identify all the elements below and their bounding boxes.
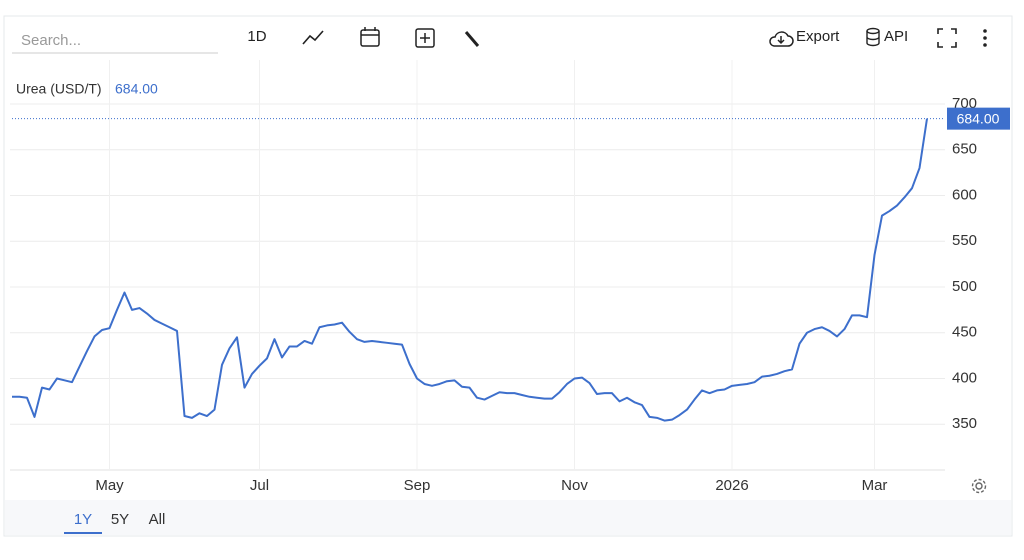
x-tick-label: May <box>95 477 124 494</box>
y-tick-label: 500 <box>952 278 977 295</box>
y-tick-label: 450 <box>952 324 977 341</box>
x-tick-label: Jul <box>250 477 269 494</box>
y-tick-label: 400 <box>952 369 977 386</box>
legend-name: Urea (USD/T) <box>16 81 102 97</box>
range-bar <box>5 500 1011 535</box>
chart-type-icon[interactable] <box>302 30 324 45</box>
current-price-label: 684.00 <box>957 110 1000 126</box>
range-button[interactable]: 1Y <box>74 511 92 528</box>
y-tick-label: 600 <box>952 186 977 203</box>
x-tick-label: Nov <box>561 477 588 494</box>
range-button[interactable]: All <box>149 511 166 528</box>
menu-icon[interactable] <box>983 29 987 47</box>
range-button[interactable]: 5Y <box>111 511 129 528</box>
x-tick-label: 2026 <box>715 477 748 494</box>
frame <box>3 15 1013 537</box>
fullscreen-icon[interactable] <box>937 28 957 48</box>
search-box[interactable]: Search... <box>21 32 81 49</box>
y-tick-label: 650 <box>952 141 977 158</box>
add-icon[interactable] <box>415 28 435 48</box>
calendar-icon[interactable] <box>360 27 380 47</box>
api-button[interactable]: API <box>884 28 908 45</box>
api-icon[interactable] <box>866 27 880 47</box>
interval-button[interactable]: 1D <box>247 28 266 45</box>
export-button[interactable]: Export <box>796 28 840 45</box>
y-tick-label: 550 <box>952 232 977 249</box>
price-line <box>12 118 928 422</box>
x-tick-label: Sep <box>404 477 431 494</box>
x-tick-label: Mar <box>862 477 888 494</box>
tools-icon[interactable] <box>464 31 480 47</box>
y-tick-label: 350 <box>952 415 977 432</box>
export-icon[interactable] <box>769 31 794 47</box>
current-price-box <box>947 107 1010 130</box>
legend-value: 684.00 <box>115 81 158 97</box>
settings-icon[interactable] <box>971 478 987 494</box>
